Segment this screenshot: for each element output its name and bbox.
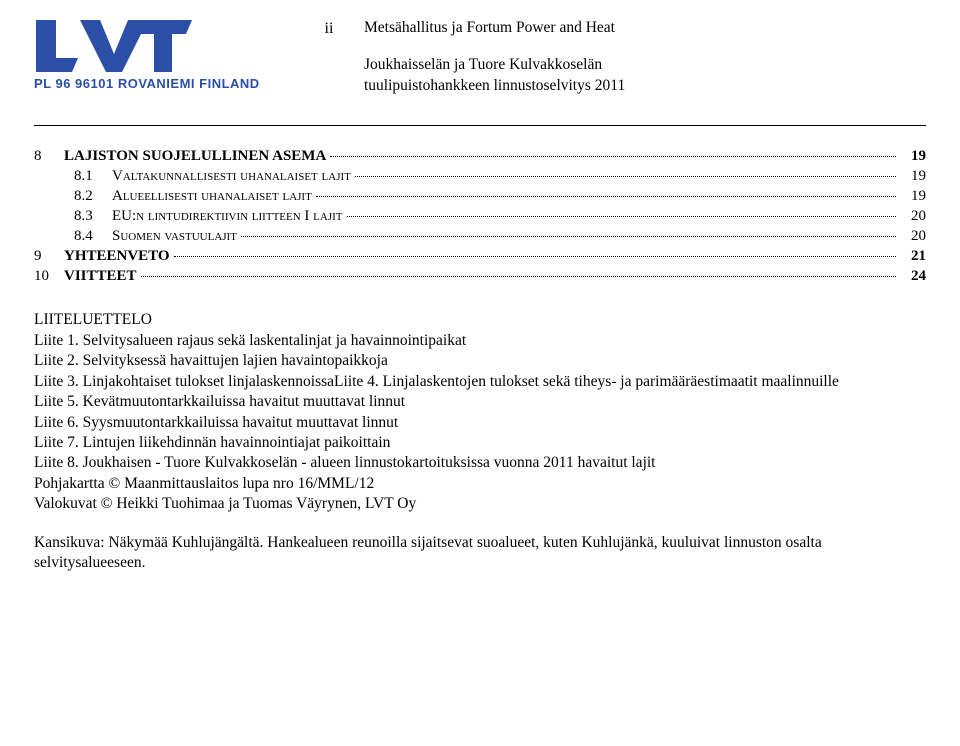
- liite-line: Liite 6. Syysmuutontarkkailuissa havaitu…: [34, 413, 926, 433]
- liite-heading: LIITELUETTELO: [34, 311, 926, 329]
- toc-num: 8.2: [74, 188, 112, 205]
- liite-line: Liite 8. Joukhaisen - Tuore Kulvakkoselä…: [34, 453, 926, 473]
- toc-page: 19: [900, 188, 926, 205]
- toc-page: 20: [900, 208, 926, 225]
- header: PL 96 96101 ROVANIEMI FINLAND ii Metsäha…: [34, 18, 926, 126]
- page: PL 96 96101 ROVANIEMI FINLAND ii Metsäha…: [0, 0, 960, 746]
- toc-dots: [174, 256, 896, 257]
- toc-row: 8.1 Valtakunnallisesti uhanalaiset lajit…: [34, 168, 926, 185]
- table-of-contents: 8 LAJISTON SUOJELULLINEN ASEMA 19 8.1 Va…: [34, 148, 926, 285]
- liite-line: Liite 3. Linjakohtaiset tulokset linjala…: [34, 372, 926, 392]
- toc-row: 8 LAJISTON SUOJELULLINEN ASEMA 19: [34, 148, 926, 165]
- toc-row: 8.2 Alueellisesti uhanalaiset lajit 19: [34, 188, 926, 205]
- toc-label: LAJISTON SUOJELULLINEN ASEMA: [64, 148, 326, 165]
- toc-page: 19: [900, 168, 926, 185]
- toc-num: 8: [34, 148, 64, 165]
- page-roman-numeral: ii: [294, 20, 364, 38]
- logo-block: PL 96 96101 ROVANIEMI FINLAND: [34, 18, 294, 91]
- toc-page: 20: [900, 228, 926, 245]
- toc-dots: [355, 176, 896, 177]
- toc-dots: [241, 236, 896, 237]
- toc-page: 19: [900, 148, 926, 165]
- toc-row: 8.3 EU:n lintudirektiivin liitteen I laj…: [34, 208, 926, 225]
- liite-line: Pohjakartta © Maanmittauslaitos lupa nro…: [34, 474, 926, 494]
- toc-num: 8.4: [74, 228, 112, 245]
- toc-label: Valtakunnallisesti uhanalaiset lajit: [112, 168, 351, 185]
- toc-label: Alueellisesti uhanalaiset lajit: [112, 188, 312, 205]
- liite-line: Liite 2. Selvityksessä havaittujen lajie…: [34, 351, 926, 371]
- liite-line: Valokuvat © Heikki Tuohimaa ja Tuomas Vä…: [34, 494, 926, 514]
- header-line-1: Metsähallitus ja Fortum Power and Heat: [364, 18, 926, 39]
- toc-label: EU:n lintudirektiivin liitteen I lajit: [112, 208, 343, 225]
- toc-page: 21: [900, 248, 926, 265]
- lvt-logo-icon: [34, 18, 194, 74]
- footer-paragraph: Kansikuva: Näkymää Kuhlujängältä. Hankea…: [34, 533, 926, 574]
- toc-row: 8.4 Suomen vastuulajit 20: [34, 228, 926, 245]
- toc-label: YHTEENVETO: [64, 248, 170, 265]
- logo-subtitle: PL 96 96101 ROVANIEMI FINLAND: [34, 76, 294, 91]
- toc-row: 10 VIITTEET 24: [34, 268, 926, 285]
- toc-num: 8.1: [74, 168, 112, 185]
- header-right: Metsähallitus ja Fortum Power and Heat J…: [364, 18, 926, 97]
- liite-list: Liite 1. Selvitysalueen rajaus sekä lask…: [34, 331, 926, 515]
- liite-line: Liite 5. Kevätmuutontarkkailuissa havait…: [34, 392, 926, 412]
- liite-line: Liite 7. Lintujen liikehdinnän havainnoi…: [34, 433, 926, 453]
- footer-text: Kansikuva: Näkymää Kuhlujängältä. Hankea…: [34, 533, 926, 574]
- liite-line: Liite 1. Selvitysalueen rajaus sekä lask…: [34, 331, 926, 351]
- toc-num: 9: [34, 248, 64, 265]
- toc-dots: [330, 156, 896, 157]
- toc-page: 24: [900, 268, 926, 285]
- toc-dots: [347, 216, 897, 217]
- toc-label: VIITTEET: [64, 268, 137, 285]
- toc-label: Suomen vastuulajit: [112, 228, 237, 245]
- header-line-3: tuulipuistohankkeen linnustoselvitys 201…: [364, 76, 926, 97]
- toc-row: 9 YHTEENVETO 21: [34, 248, 926, 265]
- toc-dots: [141, 276, 896, 277]
- toc-dots: [316, 196, 896, 197]
- toc-num: 10: [34, 268, 64, 285]
- header-line-2: Joukhaisselän ja Tuore Kulvakkoselän: [364, 55, 926, 76]
- toc-num: 8.3: [74, 208, 112, 225]
